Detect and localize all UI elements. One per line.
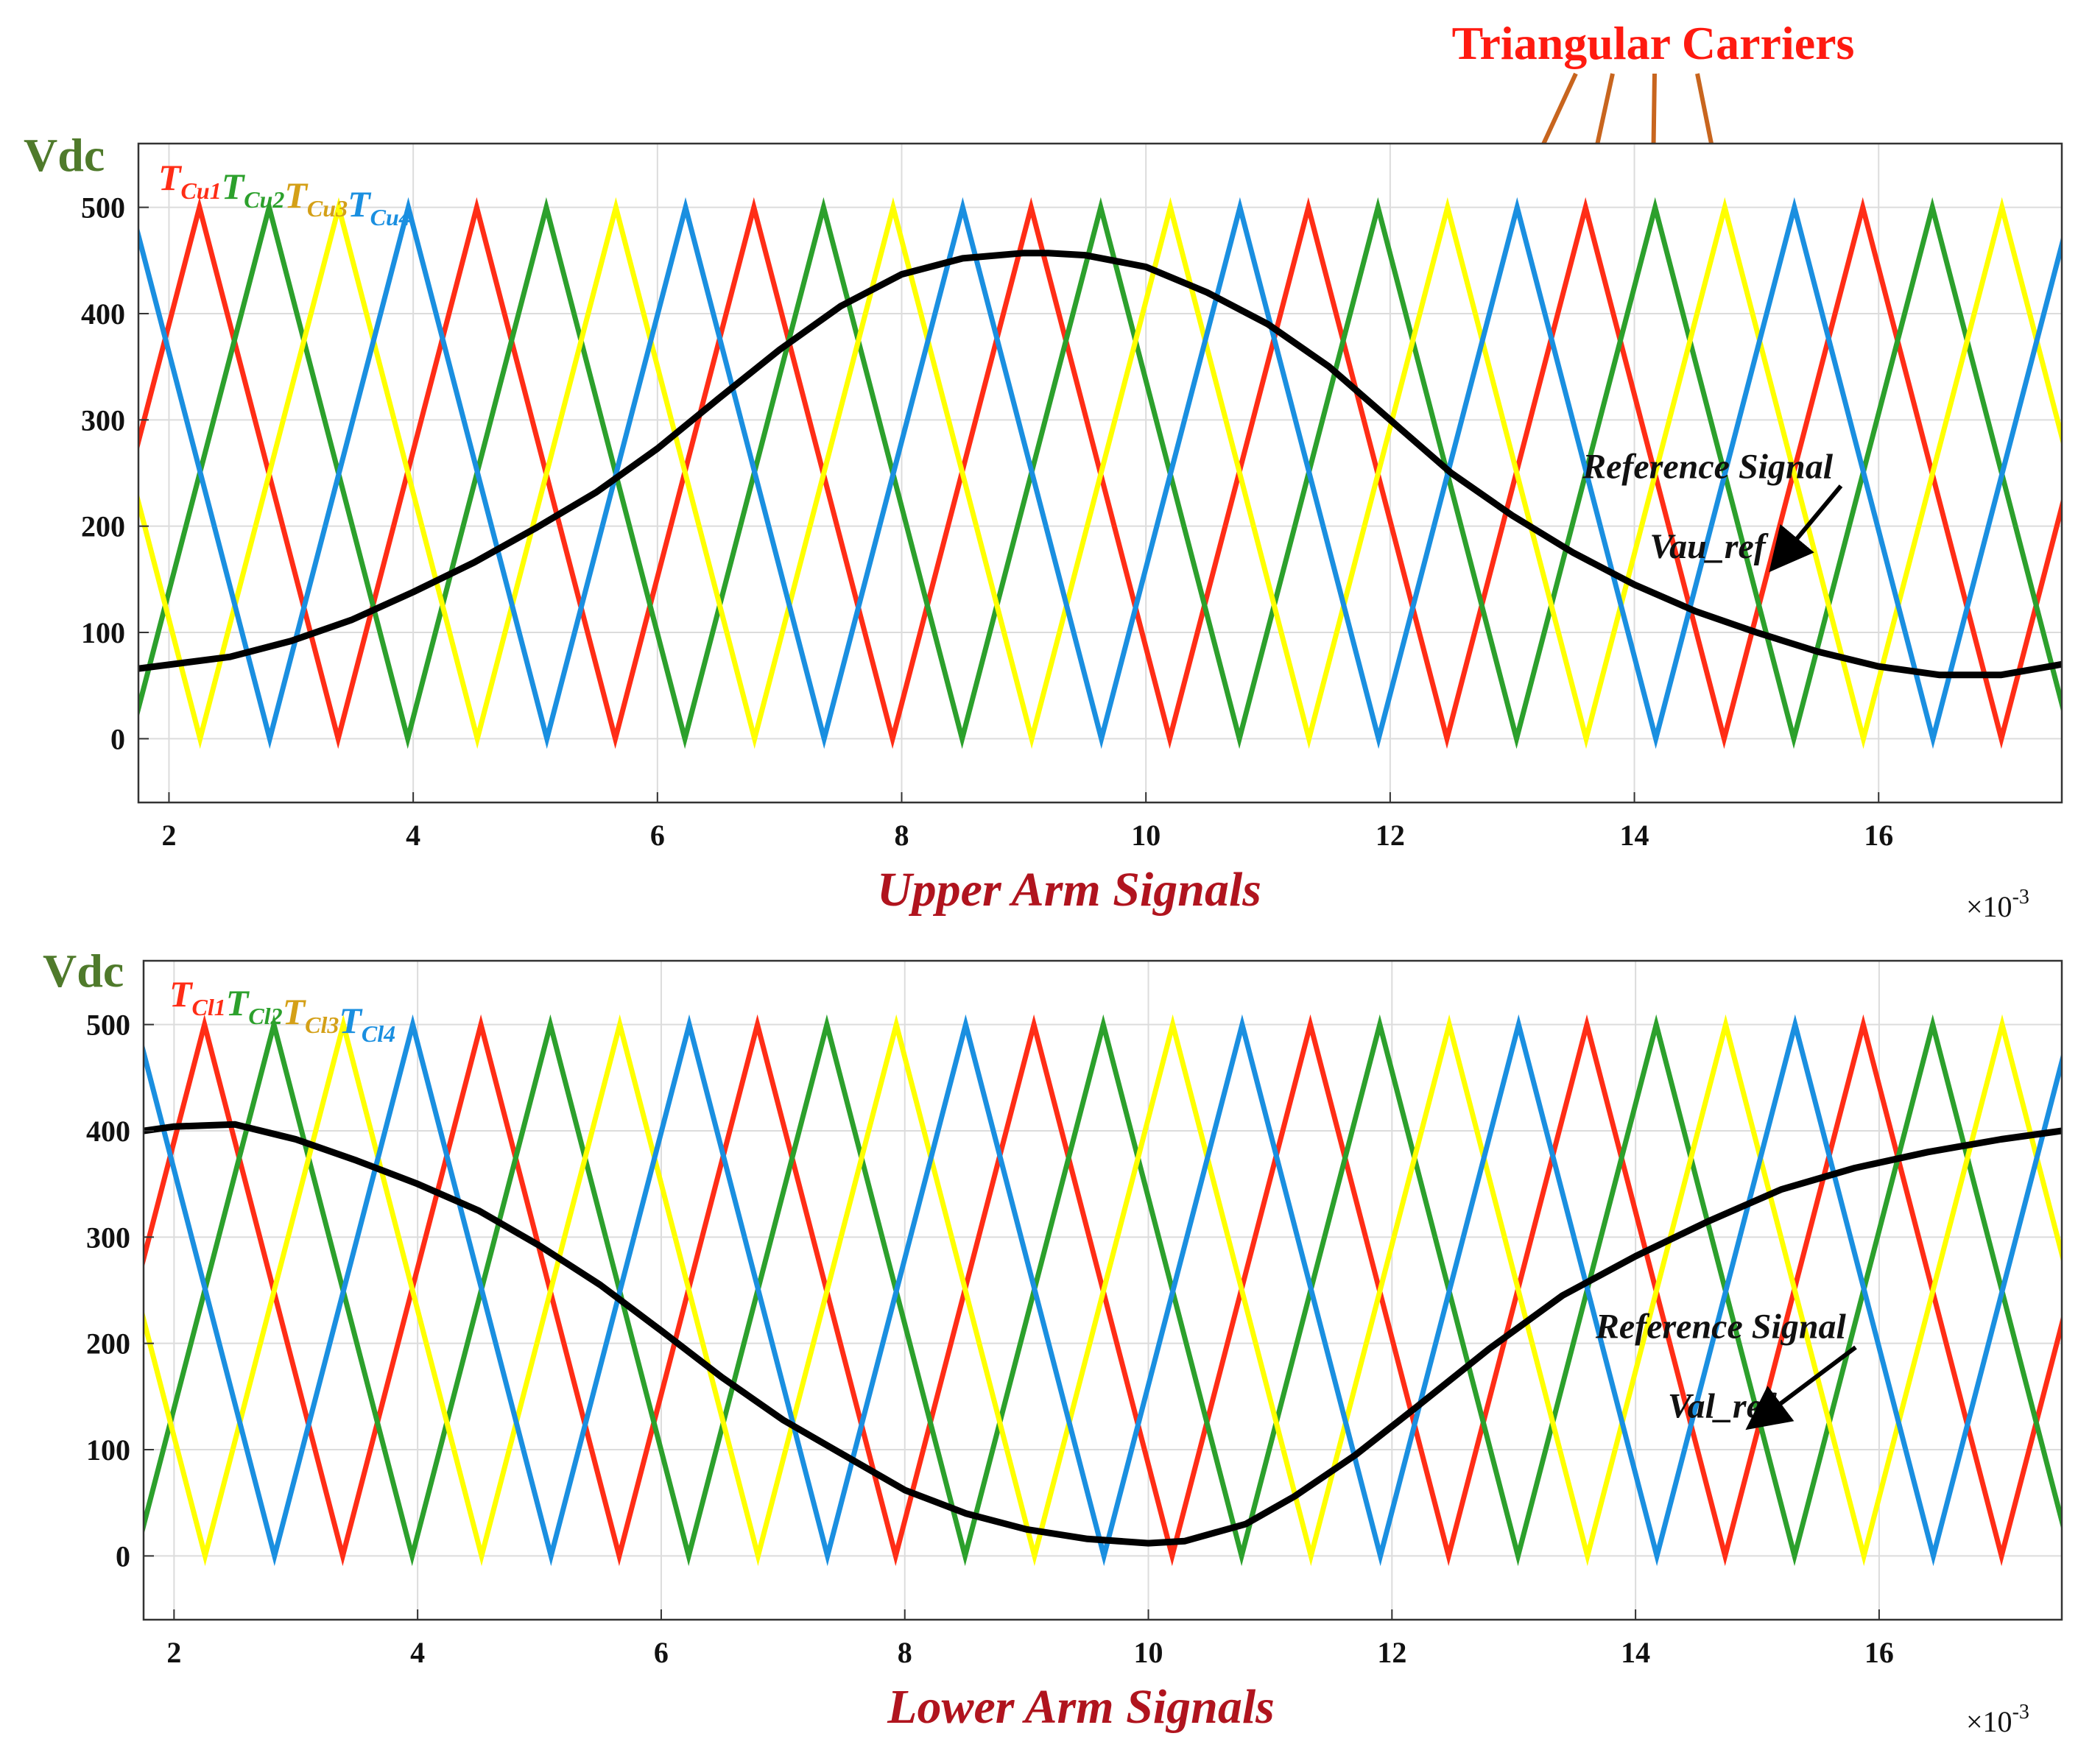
legend: TCu1TCu2TCu3TCu4 xyxy=(158,157,411,230)
x-tick-label: 8 xyxy=(895,819,909,852)
x-tick-label: 10 xyxy=(1131,819,1161,852)
reference-Val_ref xyxy=(144,1121,2062,1547)
plot-frame xyxy=(142,959,2063,1621)
legend-entry-sub: Cl2 xyxy=(248,1003,282,1029)
carrier-TCl4 xyxy=(144,1014,2062,1567)
x-tick-label: 2 xyxy=(166,1636,181,1669)
x-tick-label: 6 xyxy=(650,819,665,852)
x-tick-label: 12 xyxy=(1377,1636,1406,1669)
x-tick-label: 10 xyxy=(1134,1636,1163,1669)
legend-entry-sub: Cl3 xyxy=(305,1012,339,1038)
x-tick-label: 4 xyxy=(410,1636,425,1669)
legend-entry-TCl2: T xyxy=(226,982,250,1023)
y-tick-label: 0 xyxy=(110,722,125,755)
y-tick-label: 400 xyxy=(81,297,125,331)
carrier-TCu3 xyxy=(138,197,2062,749)
legend-entry-sub: Cu4 xyxy=(370,204,411,230)
plot-frame xyxy=(137,142,2063,804)
reference-Vau_ref xyxy=(138,250,2062,679)
legend-entry-sub: Cu3 xyxy=(307,195,348,222)
series-group xyxy=(144,1014,2062,1567)
x-axis-title: Upper Arm Signals xyxy=(877,863,1261,917)
x-tick-label: 2 xyxy=(161,819,176,852)
x-tick-label: 14 xyxy=(1620,819,1649,852)
y-tick-label: 300 xyxy=(81,403,125,437)
x-exponent: ×10-3 xyxy=(1966,886,2029,923)
legend-entry-sub: Cu2 xyxy=(244,186,284,213)
legend-entry-TCu4: T xyxy=(348,183,372,225)
legend: TCl1TCl2TCl3TCl4 xyxy=(169,973,395,1047)
annotation-arrow xyxy=(1745,1345,1857,1430)
annotation-reference-signal: Reference Signal xyxy=(1582,448,1834,487)
legend-entry-TCl3: T xyxy=(283,991,307,1032)
legend-entry-TCl4: T xyxy=(339,1000,363,1041)
y-axis-label: Vdc xyxy=(24,129,105,181)
figure-title: Triangular Carriers xyxy=(1452,17,1855,69)
annotation-reference-signal: Reference Signal xyxy=(1595,1307,1847,1346)
y-tick-label: 200 xyxy=(81,510,125,543)
y-tick-label: 100 xyxy=(81,616,125,649)
legend-entry-sub: Cu1 xyxy=(181,177,222,204)
x-tick-label: 12 xyxy=(1376,819,1405,852)
legend-entry-TCu3: T xyxy=(284,174,309,216)
x-axis-title: Lower Arm Signals xyxy=(887,1680,1275,1734)
y-tick-label: 400 xyxy=(86,1115,130,1148)
x-exponent: ×10-3 xyxy=(1966,1701,2029,1738)
y-tick-label: 500 xyxy=(81,191,125,225)
x-tick-label: 4 xyxy=(406,819,420,852)
y-tick-label: 500 xyxy=(86,1009,130,1042)
y-tick-label: 300 xyxy=(86,1221,130,1254)
series-group xyxy=(138,197,2062,749)
annotation-arrow xyxy=(1769,484,1843,573)
x-tick-label: 14 xyxy=(1621,1636,1650,1669)
carrier-TCl3 xyxy=(144,1014,2062,1567)
legend-entry-TCl1: T xyxy=(169,973,194,1015)
y-tick-label: 100 xyxy=(86,1433,130,1467)
y-axis-label: Vdc xyxy=(43,945,124,997)
y-tick-label: 200 xyxy=(86,1327,130,1361)
x-tick-label: 16 xyxy=(1864,819,1893,852)
legend-entry-TCu2: T xyxy=(222,166,246,207)
legend-entry-sub: Cl4 xyxy=(362,1020,395,1047)
y-tick-label: 0 xyxy=(116,1539,130,1573)
legend-entry-sub: Cl1 xyxy=(192,994,226,1020)
x-tick-label: 16 xyxy=(1864,1636,1894,1669)
legend-entry-TCu1: T xyxy=(158,157,183,198)
x-tick-label: 8 xyxy=(898,1636,912,1669)
annotation-Vau_ref: Vau_ref xyxy=(1649,527,1768,566)
x-tick-label: 6 xyxy=(654,1636,669,1669)
